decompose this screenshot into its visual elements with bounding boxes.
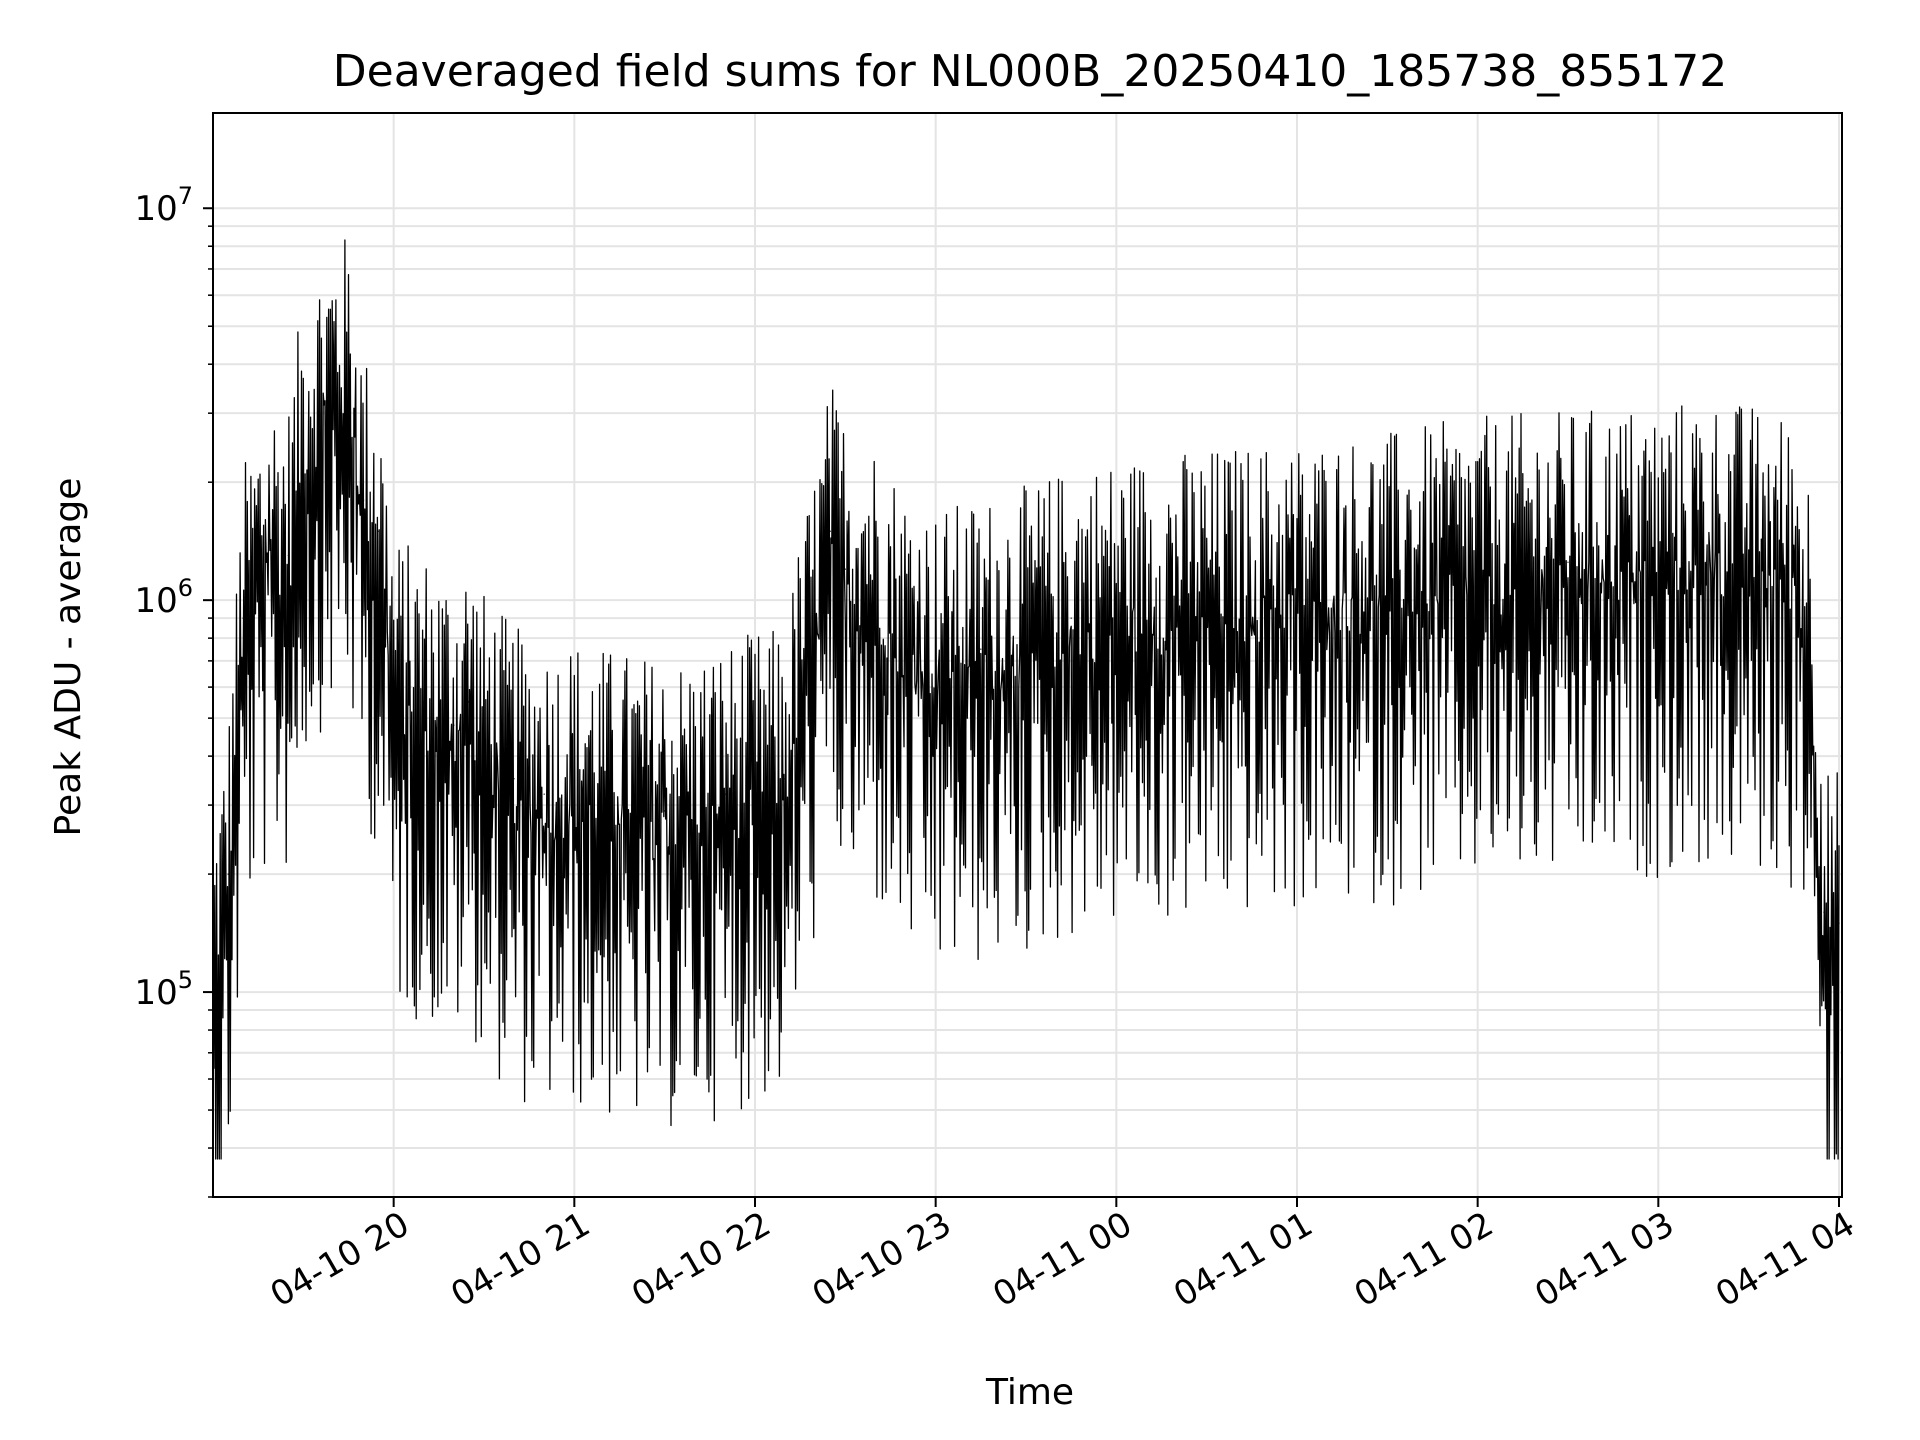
data-point	[1702, 548, 1705, 550]
y-axis-label: Peak ADU - average	[48, 478, 89, 837]
data-point	[242, 617, 244, 619]
x-tick-label: 04-10 21	[444, 1204, 596, 1315]
data-point	[844, 568, 846, 570]
data-point	[363, 499, 365, 501]
y-tick-base: 10	[134, 581, 177, 621]
data-point	[1477, 568, 1479, 570]
data-point	[754, 783, 756, 785]
x-tick-label: 04-11 00	[986, 1204, 1138, 1315]
data-point	[287, 554, 289, 557]
data-point	[302, 443, 304, 445]
x-axis-ticks: 04-10 20 04-10 21 04-10 22 04-10 23 04-11 00…	[264, 1197, 1861, 1315]
data-point	[227, 873, 229, 875]
data-point	[1386, 583, 1388, 585]
data-point	[393, 686, 395, 688]
data-point	[829, 530, 831, 532]
plot-frame	[212, 112, 1843, 1198]
data-point	[603, 798, 606, 801]
y-tick-label: 105	[134, 966, 193, 1013]
y-tick-label: 106	[134, 574, 193, 621]
data-point	[378, 530, 380, 532]
data-point	[1793, 568, 1795, 570]
data-point	[1115, 608, 1117, 610]
data-point	[468, 701, 470, 703]
series-layer	[212, 239, 1840, 1160]
y-tick-exponent: 6	[178, 574, 193, 602]
data-point	[1567, 561, 1569, 563]
series-line	[212, 239, 1840, 1160]
data-point	[1206, 599, 1208, 601]
x-tick-label: 04-11 04	[1709, 1204, 1861, 1315]
data-point	[1823, 911, 1825, 913]
data-point	[1025, 637, 1027, 639]
data-point	[423, 701, 425, 703]
data-point	[1296, 591, 1298, 593]
data-point	[1070, 617, 1072, 619]
data-point	[257, 568, 259, 570]
data-point	[874, 591, 877, 593]
y-tick-label: 107	[134, 182, 193, 229]
x-tick-label: 04-11 02	[1348, 1204, 1500, 1315]
x-tick-label: 04-10 22	[625, 1204, 777, 1315]
x-tick-label: 04-11 01	[1167, 1204, 1319, 1315]
x-tick-label: 04-11 03	[1528, 1204, 1680, 1315]
data-point	[1657, 554, 1659, 557]
data-point	[724, 793, 726, 795]
data-point	[573, 788, 575, 790]
data-point	[1838, 922, 1840, 924]
data-point	[980, 648, 982, 650]
data-point	[799, 686, 801, 688]
data-point	[1748, 554, 1750, 557]
y-tick-exponent: 7	[178, 182, 193, 210]
data-point	[272, 542, 274, 544]
data-point	[347, 386, 350, 388]
data-point	[784, 778, 786, 780]
y-tick-base: 10	[134, 973, 177, 1013]
data-point	[1808, 617, 1810, 619]
data-point	[814, 617, 816, 619]
data-point	[332, 386, 334, 388]
x-axis-label: Time	[985, 1372, 1074, 1413]
data-point	[513, 778, 515, 780]
data-point	[905, 637, 907, 639]
data-point	[664, 810, 666, 812]
y-tick-base: 10	[134, 189, 177, 229]
x-tick-label: 04-10 20	[264, 1204, 416, 1315]
data-point	[317, 412, 319, 414]
x-tick-label: 04-10 23	[806, 1204, 958, 1315]
y-tick-exponent: 5	[178, 966, 193, 994]
data-point	[483, 743, 485, 745]
data-point	[634, 804, 636, 806]
data-point	[694, 804, 696, 806]
data-point	[543, 793, 545, 795]
data-point	[935, 660, 937, 662]
chart-title: Deaveraged field sums for NL000B_2025041…	[333, 46, 1727, 97]
data-point	[453, 724, 455, 726]
